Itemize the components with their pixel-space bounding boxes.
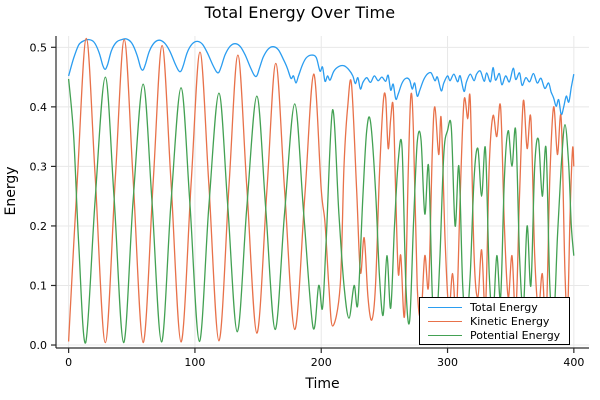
legend-line-sample-potential-icon (428, 334, 462, 336)
y-tick-label: 0.2 (30, 220, 48, 233)
legend-item-total-energy: Total Energy (428, 300, 563, 314)
x-tick-label: 400 (563, 356, 584, 369)
x-axis-label: Time (305, 376, 340, 392)
x-tick-label: 200 (311, 356, 332, 369)
x-tick-label: 0 (65, 356, 72, 369)
legend-label-kinetic: Kinetic Energy (470, 314, 550, 328)
legend-line-sample-kinetic-icon (428, 320, 462, 322)
x-tick-label: 100 (184, 356, 205, 369)
y-tick-label: 0.0 (30, 339, 48, 352)
legend-label-potential: Potential Energy (470, 328, 561, 342)
y-tick-label: 0.3 (30, 160, 48, 173)
legend-item-potential-energy: Potential Energy (428, 328, 563, 342)
legend-item-kinetic-energy: Kinetic Energy (428, 314, 563, 328)
y-tick-label: 0.4 (30, 101, 48, 114)
y-tick-label: 0.5 (30, 41, 48, 54)
chart-title: Total Energy Over Time (204, 3, 396, 22)
y-tick-label: 0.1 (30, 279, 48, 292)
y-axis-label: Energy (3, 166, 19, 216)
legend-label-total: Total Energy (470, 300, 538, 314)
legend: Total Energy Kinetic Energy Potential En… (419, 297, 570, 345)
legend-line-sample-total-icon (428, 306, 462, 308)
x-tick-label: 300 (437, 356, 458, 369)
